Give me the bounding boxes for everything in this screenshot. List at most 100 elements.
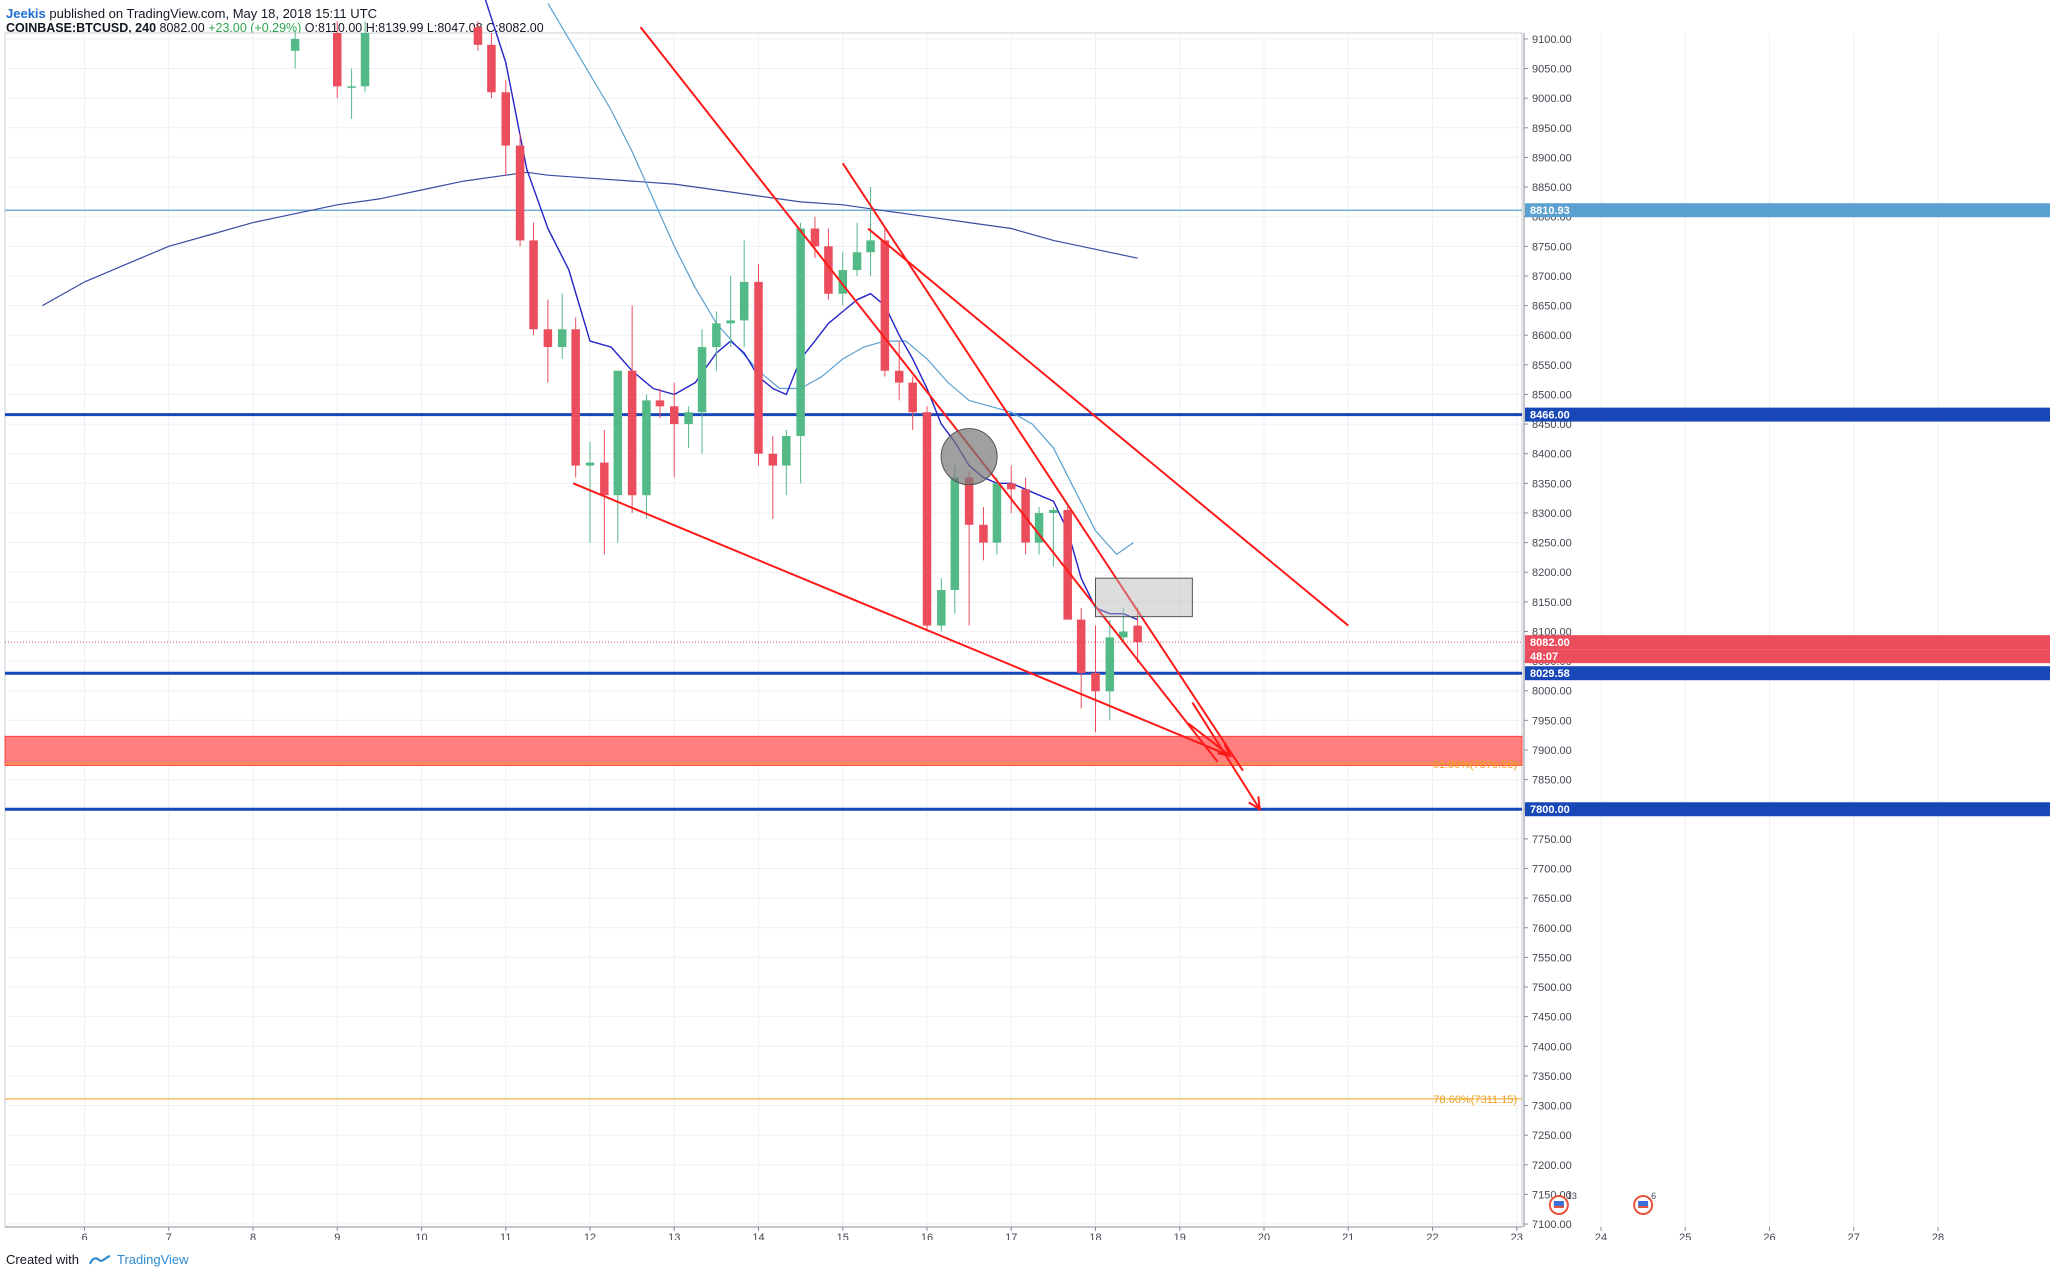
candle-body <box>557 329 567 348</box>
candle-body <box>360 33 370 87</box>
x-tick-label: 12 <box>584 1232 596 1240</box>
x-tick-label: 11 <box>500 1232 511 1240</box>
candle-body <box>894 370 904 383</box>
y-tick-label: 8950.00 <box>1532 123 1572 135</box>
fib-level-label: 78.60%(7311.15) <box>1433 1094 1517 1106</box>
event-flag-stripe <box>1553 1206 1564 1208</box>
y-tick-label: 9050.00 <box>1532 64 1572 76</box>
publish-text: published on TradingView.com, May 18, 20… <box>49 6 377 21</box>
x-tick-label: 18 <box>1089 1232 1101 1240</box>
y-tick-label: 7500.00 <box>1532 982 1572 994</box>
candle-body <box>571 329 580 466</box>
candle-body <box>768 453 778 466</box>
symbol-label: COINBASE:BTCUSD, 240 <box>6 21 157 35</box>
support-zone <box>4 735 1523 766</box>
level-price-label: 8029.58 <box>1530 668 1570 680</box>
x-tick-label: 17 <box>1005 1232 1017 1240</box>
y-tick-label: 7950.00 <box>1532 715 1572 727</box>
open-label: O: <box>304 21 318 35</box>
low-value: 8047.08 <box>437 21 483 35</box>
candle-body <box>838 270 847 294</box>
event-count-label: 13 <box>1567 1191 1577 1201</box>
candle-body <box>627 370 637 496</box>
candle-body <box>782 435 791 466</box>
footer: Created with TradingView <box>6 1252 189 1267</box>
candle-body <box>712 323 721 348</box>
candle-body <box>684 412 693 425</box>
x-tick-label: 8 <box>250 1232 256 1240</box>
candle-body <box>796 228 805 436</box>
candle-body <box>670 406 679 425</box>
horizontal-levels <box>5 209 1522 811</box>
x-tick-label: 20 <box>1258 1232 1270 1240</box>
candle-body <box>501 92 510 146</box>
candle-body <box>1091 672 1100 692</box>
publish-info: Jeekis published on TradingView.com, May… <box>6 6 377 21</box>
x-tick-label: 23 <box>1511 1232 1523 1240</box>
open-value: 8110.00 <box>318 21 363 35</box>
trendline <box>867 227 1349 627</box>
low-label: L: <box>426 21 438 35</box>
fib-level-label: 61.80%(7876.58) <box>1433 759 1517 771</box>
drawings <box>572 26 1349 812</box>
y-tick-label: 8000.00 <box>1532 686 1572 698</box>
highlight-circle <box>940 428 998 486</box>
x-tick-label: 19 <box>1174 1232 1186 1240</box>
candle-body <box>726 320 735 324</box>
trendline <box>572 482 1231 757</box>
level-price-tag <box>1525 407 2050 422</box>
chart-grid <box>4 32 1939 1228</box>
x-tick-label: 7 <box>166 1232 172 1240</box>
arrow-head <box>1217 743 1233 758</box>
y-tick-label: 8200.00 <box>1532 567 1572 579</box>
candle-body <box>473 27 483 45</box>
candle-body <box>824 246 833 294</box>
y-tick-label: 8300.00 <box>1532 508 1572 520</box>
ema-slow-line <box>42 171 1138 307</box>
level-price-label: 7800.00 <box>1530 804 1570 816</box>
close-value: 8082.00 <box>498 21 544 35</box>
candle-body <box>1133 625 1142 643</box>
countdown-tag <box>1525 649 2050 664</box>
y-tick-label: 7900.00 <box>1532 745 1572 757</box>
high-label: H: <box>365 21 379 35</box>
y-tick-label: 9000.00 <box>1532 93 1572 105</box>
x-tick-label: 24 <box>1595 1232 1607 1240</box>
candle-body <box>1063 510 1072 620</box>
candle-body <box>585 462 595 466</box>
tradingview-link[interactable]: TradingView <box>116 1252 189 1267</box>
level-price-tag <box>1525 203 2050 218</box>
x-tick-label: 9 <box>334 1232 340 1240</box>
x-tick-label: 13 <box>668 1232 680 1240</box>
chart-zones: 61.80%(7876.58) 78.60%(7311.15) <box>4 735 1523 1106</box>
candle-body <box>613 370 623 496</box>
candle-body <box>487 44 496 93</box>
candle-body <box>979 524 988 543</box>
y-tick-label: 7450.00 <box>1532 1012 1572 1024</box>
y-tick-label: 8650.00 <box>1532 301 1572 313</box>
candle-body <box>950 477 960 591</box>
y-tick-label: 8400.00 <box>1532 449 1572 461</box>
price-axis: 9100.00 9050.00 9000.00 8950.00 8900.00 8850.… <box>1523 33 2050 1231</box>
candle-body <box>810 228 820 247</box>
candle-body <box>655 400 665 407</box>
candle-body <box>852 252 862 271</box>
tradingview-logo-icon <box>88 1254 111 1264</box>
candle-body <box>866 240 875 253</box>
candle-body <box>1007 483 1016 490</box>
event-flag-inner <box>1553 1201 1564 1208</box>
change-value: +23.00 (+0.29%) <box>208 21 302 35</box>
ema-fast-line <box>484 0 1138 621</box>
price-chart[interactable]: 61.80%(7876.58) 78.60%(7311.15) 9100.00 90… <box>0 0 2057 1240</box>
y-tick-label: 8450.00 <box>1532 419 1572 431</box>
y-tick-label: 7850.00 <box>1532 775 1572 787</box>
candle-body <box>1119 631 1128 638</box>
candle-body <box>333 33 342 87</box>
candle-body <box>290 38 300 51</box>
event-flag-stripe <box>1638 1206 1649 1208</box>
y-tick-label: 8900.00 <box>1532 152 1572 164</box>
author-link[interactable]: Jeekis <box>6 6 46 21</box>
x-tick-label: 14 <box>752 1232 764 1240</box>
y-tick-label: 7200.00 <box>1532 1160 1572 1172</box>
x-tick-label: 27 <box>1848 1232 1860 1240</box>
